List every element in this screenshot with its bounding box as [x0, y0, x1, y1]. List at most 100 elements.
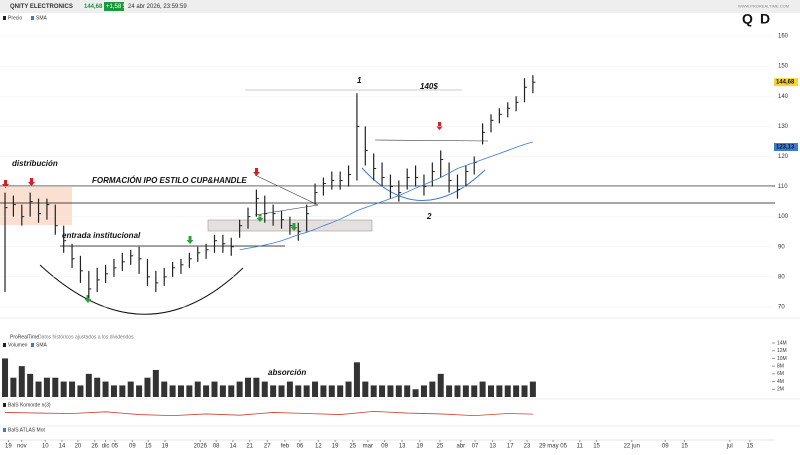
- y-tick-label: 12M: [777, 348, 787, 354]
- volume-bar: [387, 385, 394, 397]
- handle-arc: [361, 167, 486, 201]
- volume-bar: [177, 385, 184, 397]
- volume-bar: [454, 385, 461, 397]
- volume-bar: [529, 381, 536, 397]
- annotation: 1: [357, 76, 362, 85]
- volume-bar: [462, 385, 469, 397]
- x-tick-label: 17: [507, 444, 514, 450]
- header-bar: [0, 0, 800, 13]
- volume-bar: [295, 385, 302, 397]
- legend-swatch: [3, 403, 6, 407]
- y-tick-label: 90: [778, 244, 785, 250]
- x-tick-label: 25: [437, 444, 444, 450]
- icon[interactable]: D: [760, 11, 770, 27]
- price: 144,68: [84, 4, 103, 10]
- legend-swatch: [3, 343, 6, 347]
- volume-bar: [370, 385, 377, 397]
- volume-bar: [27, 373, 34, 397]
- volume-bar: [362, 381, 369, 397]
- volume-bar: [127, 381, 134, 397]
- source-note: Datos históricos ajustados a los dividen…: [38, 334, 134, 340]
- change-box: [104, 2, 124, 11]
- annotation: absorción: [268, 368, 306, 377]
- volume-bar: [228, 385, 235, 397]
- volume-bar: [85, 373, 92, 397]
- volume-bar: [119, 385, 126, 397]
- legend-swatch: [3, 16, 6, 20]
- y-tick-label: 2M: [777, 387, 784, 393]
- y-tick-label: 110: [778, 184, 788, 190]
- brand: WWW.PROREALTIME.COM: [738, 4, 789, 9]
- x-tick-label: 27: [264, 444, 271, 450]
- volume-bar: [496, 385, 503, 397]
- x-tick-label: 15: [681, 444, 688, 450]
- distribution-zone: [0, 187, 72, 225]
- icon[interactable]: Q: [742, 11, 753, 27]
- volume-bar: [404, 385, 411, 397]
- x-tick-label: dic: [102, 444, 110, 450]
- x-tick-label: 21: [246, 444, 253, 450]
- y-tick-label: 160: [778, 34, 789, 40]
- y-tick-label: 8M: [777, 363, 784, 369]
- x-tick-label: 13: [399, 444, 406, 450]
- annotation: entrada institucional: [62, 231, 141, 240]
- y-tick-label: 80: [778, 274, 785, 280]
- volume-bar: [161, 381, 168, 397]
- x-tick-label: 19: [416, 444, 423, 450]
- legend-label: SMA: [36, 342, 48, 348]
- volume-bar: [412, 389, 419, 397]
- y-tick-label: 120: [778, 154, 789, 160]
- legend-label: SMA: [36, 15, 48, 21]
- y-tick-label: 4M: [777, 379, 784, 385]
- x-tick-label: mar: [363, 444, 373, 450]
- volume-bar: [94, 377, 101, 397]
- x-tick-label: 12: [315, 444, 322, 450]
- y-tick-label: 70: [778, 305, 785, 311]
- x-tick-label: 14: [230, 444, 237, 450]
- volume-bar: [144, 377, 151, 397]
- sma-line: [239, 141, 533, 251]
- volume-bar: [303, 385, 310, 397]
- legend-swatch: [31, 343, 34, 347]
- volume-bar: [521, 385, 528, 397]
- x-tick-label: 26: [91, 444, 98, 450]
- x-tick-label: 2026: [194, 444, 208, 450]
- volume-bar: [194, 381, 201, 397]
- y-tick-label: 10M: [777, 356, 787, 362]
- annotation: 140$: [420, 82, 438, 91]
- volume-bar: [43, 377, 50, 397]
- volume-bar: [136, 385, 143, 397]
- last-price-label: 123,13: [776, 145, 795, 151]
- volume-bar: [446, 385, 453, 397]
- volume-bar: [236, 381, 243, 397]
- x-tick-label: 15: [145, 444, 152, 450]
- x-tick-label: feb: [281, 444, 290, 450]
- volume-bar: [245, 377, 252, 397]
- x-tick-label: 13: [489, 444, 496, 450]
- volume-bar: [286, 381, 293, 397]
- x-tick-label: 09: [381, 444, 388, 450]
- volume-bar: [203, 385, 210, 397]
- x-tick-label: 07: [472, 444, 479, 450]
- x-tick-label: jul: [726, 444, 733, 450]
- x-tick-label: 09: [662, 444, 669, 450]
- x-tick-label: 23: [524, 444, 531, 450]
- x-tick-label: 14: [59, 444, 66, 450]
- x-tick-label: 05: [111, 444, 118, 450]
- indicator-line: [5, 410, 533, 417]
- x-tick-label: 19: [332, 444, 339, 450]
- volume-bar: [395, 385, 402, 397]
- x-tick-label: 08: [213, 444, 220, 450]
- legend-label: BalS ATLAS Mot: [8, 427, 45, 433]
- x-tick-label: 10: [42, 444, 49, 450]
- volume-bar: [186, 385, 193, 397]
- volume-bar: [52, 377, 59, 397]
- volume-bar: [261, 381, 268, 397]
- x-tick-label: 11: [577, 444, 584, 450]
- trend-line: [374, 139, 489, 142]
- legend-swatch: [3, 428, 6, 432]
- y-tick-label: 6M: [777, 371, 784, 377]
- volume-bar: [69, 381, 76, 397]
- x-tick-label: 15: [747, 444, 754, 450]
- last-price-label: 144,68: [776, 80, 795, 86]
